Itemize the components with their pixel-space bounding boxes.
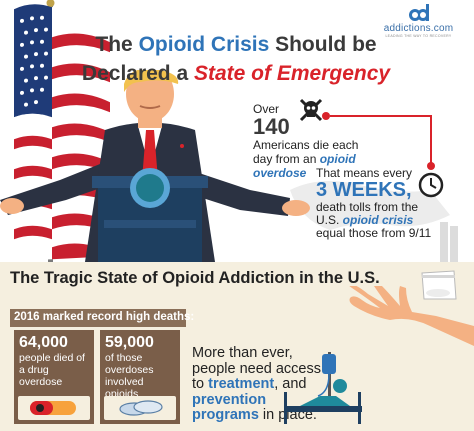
speaker-at-podium-illustration [0, 70, 310, 262]
stat-weeks-accent: opioid crisis [342, 213, 414, 227]
card-number: 59,000 [105, 334, 154, 351]
pills-icon [104, 396, 176, 420]
section-title: The Tragic State of Opioid Addiction in … [10, 269, 380, 287]
message-mid: , and [274, 376, 307, 392]
title-line1-post: Should be [269, 33, 377, 56]
section-subtitle: 2016 marked record high deaths: [10, 309, 194, 327]
stat-card-opioid-overdoses: 59,000 of those overdoses involved opioi… [100, 330, 180, 424]
stat-weeks-text: death tolls from the U.S. [316, 200, 419, 227]
title-line2-accent: State of Emergency [194, 62, 391, 85]
bottom-section: The Tragic State of Opioid Addiction in … [0, 262, 474, 431]
clock-icon [418, 172, 444, 198]
message-prevention: prevention programs [192, 391, 267, 423]
card-description: people died of a drug overdose [19, 352, 85, 388]
hospital-bed-icon [284, 352, 362, 424]
stat-weeks-number: 3 WEEKS, [316, 179, 412, 201]
connector-line [330, 115, 432, 117]
stat-deaths-per-day: Over 140 Americans die each day from an … [253, 102, 378, 180]
drug-bag-icon [421, 270, 457, 300]
top-section: addictions.com leading the way to recove… [0, 0, 466, 262]
world-map-icon [290, 181, 458, 262]
page-title: The Opioid Crisis Should be Declared a S… [76, 30, 396, 88]
skull-icon [299, 98, 323, 122]
logo-tagline: leading the way to recovery [385, 34, 452, 38]
stat-weeks-post: equal those from 9/11 [316, 226, 432, 240]
card-description: of those overdoses involved opioids [105, 352, 154, 400]
message-pre: More than ever, people need access to [192, 345, 321, 392]
message-treatment: treatment [208, 376, 275, 392]
pill-icon [18, 396, 90, 420]
logo[interactable]: addictions.com leading the way to recove… [371, 4, 466, 38]
stat-weeks-lead: That means every [316, 166, 413, 180]
ad-logo-icon [408, 4, 429, 21]
connector-line [430, 115, 432, 165]
connector-dot [322, 112, 330, 120]
connector-dot [427, 162, 435, 170]
reaching-hand-icon [349, 286, 474, 346]
title-line1-accent: Opioid Crisis [138, 33, 270, 56]
title-line2-pre: Declared a [81, 62, 194, 85]
stat-deaths-over: Over [253, 102, 280, 116]
stat-deaths-text: Americans die each day from an [253, 138, 359, 166]
stat-every-three-weeks: That means every 3 WEEKS, death tolls fr… [316, 167, 434, 240]
stat-deaths-number: 140 [253, 114, 290, 139]
card-number: 64,000 [19, 334, 68, 351]
title-line1-pre: The [95, 33, 139, 56]
call-to-action-message: More than ever, people need access to tr… [192, 345, 334, 424]
logo-site-text: addictions.com [383, 23, 454, 34]
stat-card-overdoses: 64,000 people died of a drug overdose [14, 330, 94, 424]
stat-deaths-accent: opioid overdose [253, 152, 356, 180]
